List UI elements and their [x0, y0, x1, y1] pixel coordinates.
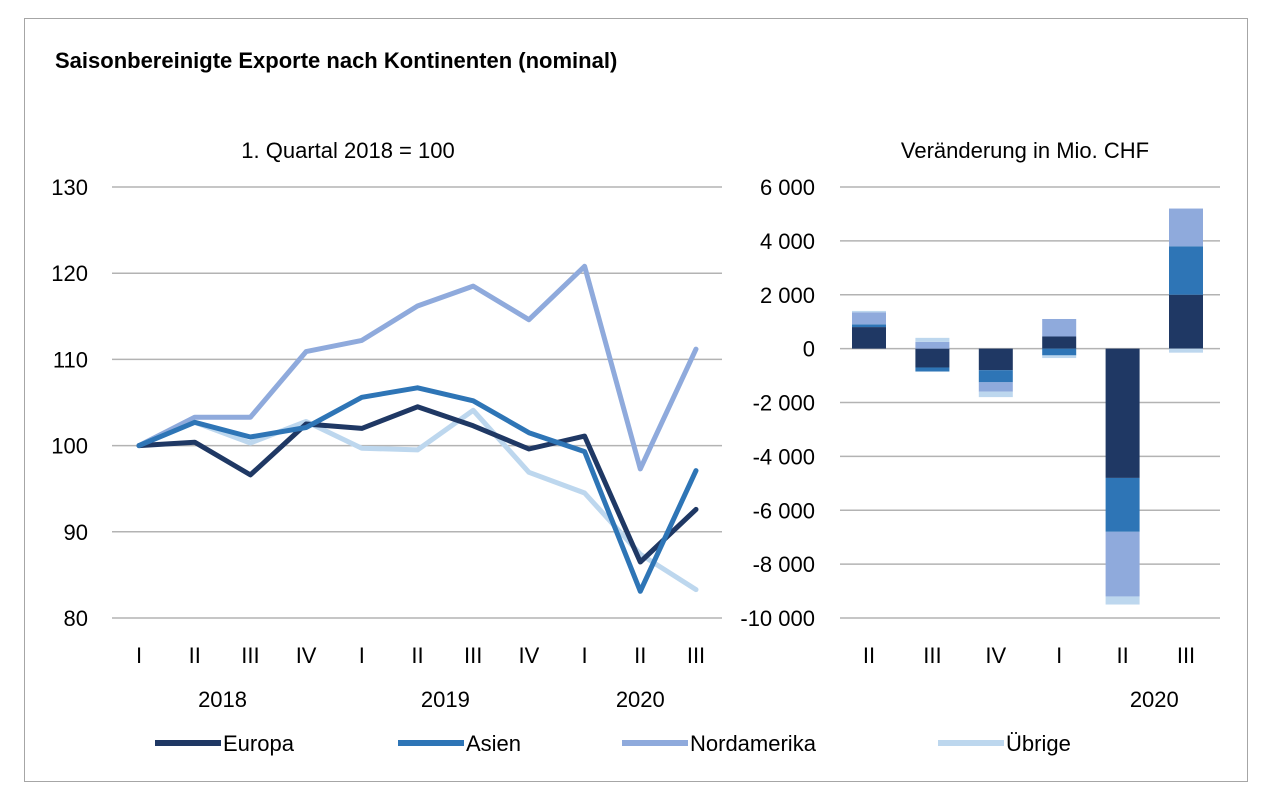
bar-nordamerika: [1169, 208, 1203, 247]
bar-asien: [915, 367, 950, 372]
legend-label-uebrige: Übrige: [1006, 731, 1071, 756]
line-chart-ytick-label: 110: [53, 347, 88, 372]
bar-chart-xtick-label: III: [1177, 643, 1195, 668]
line-chart-ytick-label: 90: [64, 520, 88, 545]
bar-europa: [1105, 348, 1140, 478]
bar-nordamerika: [1042, 318, 1077, 337]
bar-chart-ytick-label: -8 000: [753, 552, 815, 577]
bar-chart-xtick-label: III: [923, 643, 941, 668]
bar-chart-xtick-label: IV: [985, 643, 1006, 668]
bar-chart-subtitle: Veränderung in Mio. CHF: [901, 138, 1149, 163]
bar-uebrige: [1105, 596, 1140, 605]
bar-chart-xtick-label: I: [1056, 643, 1062, 668]
bar-chart-ytick-label: -4 000: [753, 444, 815, 469]
line-chart-xtick-label: I: [359, 643, 365, 668]
line-series-asien: [136, 385, 699, 594]
bar-chart-ytick-label: -10 000: [740, 606, 815, 631]
line-series-europa: [136, 404, 699, 565]
bar-chart-ytick-label: 4 000: [760, 229, 815, 254]
bar-chart-ytick-label: 2 000: [760, 283, 815, 308]
line-chart-ytick-label: 120: [51, 261, 88, 286]
line-series-uebrige: [136, 407, 699, 593]
line-chart-ytick-label: 130: [51, 175, 88, 200]
legend: Europa Asien Nordamerika Übrige: [155, 731, 1071, 756]
line-chart-year-label: 2019: [421, 687, 470, 712]
line-chart-ytick-label: 80: [64, 606, 88, 631]
bar-uebrige: [915, 337, 950, 342]
line-chart-xtick-label: II: [411, 643, 423, 668]
bar-nordamerika: [1105, 531, 1140, 597]
bar-uebrige: [852, 310, 886, 313]
chart-title: Saisonbereinigte Exporte nach Kontinente…: [55, 48, 618, 73]
bar-europa: [852, 327, 886, 349]
bar-nordamerika: [915, 341, 950, 349]
line-chart-year-label: 2020: [616, 687, 665, 712]
bar-chart-ytick-label: 6 000: [760, 175, 815, 200]
bar-chart-year-label: 2020: [1130, 687, 1179, 712]
bar-asien: [1042, 348, 1077, 356]
legend-label-asien: Asien: [466, 731, 521, 756]
line-chart-xtick-label: II: [189, 643, 201, 668]
bar-chart: -10 000 -8 000 -6 000 -4 000 -2 000 0 2 000 4 0…: [740, 138, 1220, 712]
bar-europa: [915, 348, 950, 368]
bar-europa: [1042, 336, 1077, 349]
chart-frame: [24, 18, 1248, 782]
line-chart-ytick-label: 100: [51, 434, 88, 459]
line-chart-xtick-label: III: [241, 643, 259, 668]
line-chart-xtick-label: I: [136, 643, 142, 668]
bar-asien: [978, 370, 1013, 383]
bar-chart-ytick-label: -2 000: [753, 391, 815, 416]
line-chart-xtick-label: III: [464, 643, 482, 668]
line-chart-xtick-label: II: [634, 643, 646, 668]
bar-chart-xtick-label: II: [1116, 643, 1128, 668]
bar-uebrige: [1169, 348, 1203, 353]
line-chart-xtick-label: IV: [519, 643, 540, 668]
line-chart-xtick-label: I: [582, 643, 588, 668]
line-series-nordamerika: [136, 263, 699, 472]
bar-chart-ytick-label: 0: [803, 337, 815, 362]
bar-asien: [1169, 246, 1203, 295]
line-chart-xtick-label: III: [687, 643, 705, 668]
bar-europa: [1169, 294, 1203, 349]
bar-uebrige: [978, 391, 1013, 398]
bar-asien: [1105, 477, 1140, 532]
bar-asien: [852, 324, 886, 328]
bar-europa: [978, 348, 1013, 371]
bar-chart-xtick-label: II: [863, 643, 875, 668]
line-chart-xtick-label: IV: [296, 643, 317, 668]
bar-uebrige: [1042, 355, 1077, 359]
line-chart-subtitle: 1. Quartal 2018 = 100: [241, 138, 454, 163]
line-chart-year-label: 2018: [198, 687, 247, 712]
legend-label-europa: Europa: [223, 731, 295, 756]
bar-nordamerika: [978, 382, 1013, 392]
bar-chart-ytick-label: -6 000: [753, 498, 815, 523]
bar-nordamerika: [852, 312, 886, 325]
legend-label-nordamerika: Nordamerika: [690, 731, 817, 756]
